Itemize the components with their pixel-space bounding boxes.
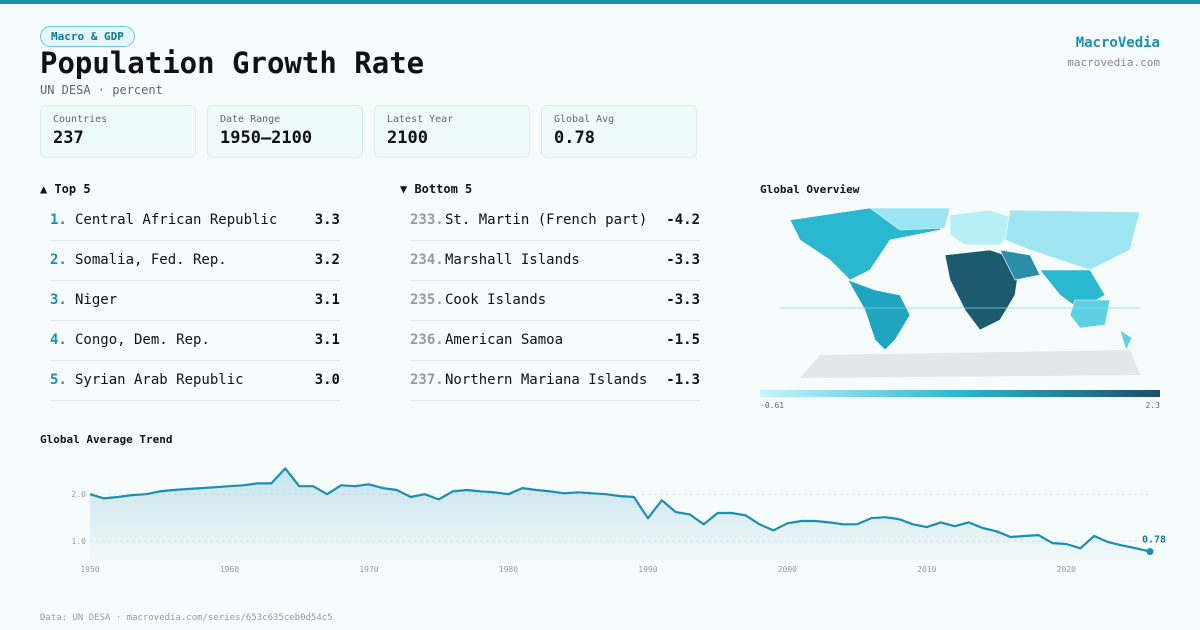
stat-card: Countries 237	[40, 105, 196, 158]
stat-label: Date Range	[220, 114, 281, 125]
list-row: 1. Central African Republic 3.3	[50, 200, 340, 241]
name: Cook Islands	[445, 292, 547, 308]
value: -3.3	[666, 292, 700, 308]
list-row: 237. Northern Mariana Islands -1.3	[410, 360, 700, 401]
top-bar	[0, 0, 1200, 4]
rank: 4.	[50, 332, 67, 348]
name: Syrian Arab Republic	[75, 372, 244, 388]
area	[90, 468, 1150, 560]
rank: 3.	[50, 292, 67, 308]
stat-value: 0.78	[554, 128, 595, 148]
value: 3.2	[314, 252, 340, 268]
list-row: 233. St. Martin (French part) -4.2	[410, 200, 700, 241]
value: -4.2	[666, 212, 700, 228]
list-row: 2. Somalia, Fed. Rep. 3.2	[50, 240, 340, 281]
end-point	[1146, 548, 1154, 556]
chart-title: Global Average Trend	[40, 433, 173, 446]
title: Population Growth Rate	[40, 46, 425, 80]
stat-card: Global Avg 0.78	[541, 105, 697, 158]
stat-value: 237	[53, 128, 84, 148]
map-title: Global Overview	[760, 183, 860, 196]
x-tick-label: 2010	[917, 565, 936, 574]
value: -3.3	[666, 252, 700, 268]
name: Central African Republic	[75, 212, 278, 228]
value: -1.5	[666, 332, 700, 348]
x-tick-label: 1980	[499, 565, 518, 574]
value: -1.3	[666, 372, 700, 388]
name: American Samoa	[445, 332, 564, 348]
rank: 234.	[410, 252, 444, 268]
stat-label: Global Avg	[554, 114, 615, 125]
badge[interactable]: Macro & GDP	[40, 26, 135, 47]
footer: Data: UN DESA · macrovedia.com/series/65…	[40, 613, 333, 623]
continents	[789, 207, 1141, 378]
stat-value: 2100	[387, 128, 428, 148]
brand[interactable]: MacroVedia	[1075, 35, 1160, 51]
x-tick-label: 2000	[778, 565, 797, 574]
rank: 237.	[410, 372, 444, 388]
end-label: 0.78	[1142, 535, 1166, 546]
rank: 1.	[50, 212, 67, 228]
list-row: 234. Marshall Islands -3.3	[410, 240, 700, 281]
x-tick-label: 1990	[638, 565, 657, 574]
list-row: 235. Cook Islands -3.3	[410, 280, 700, 321]
scale-max: 2.3	[1146, 401, 1160, 410]
trend-chart: 1.0 2.0 1950 1960 1970 1980 1990 2000 2010 2020 0.…	[72, 467, 1166, 574]
name: Congo, Dem. Rep.	[75, 332, 210, 348]
x-tick-label: 2020	[1057, 565, 1076, 574]
bottom-title: ▼ Bottom 5	[400, 182, 473, 196]
y-tick-label: 2.0	[72, 490, 87, 499]
name: Northern Mariana Islands	[445, 372, 648, 388]
stat-card: Latest Year 2100	[374, 105, 530, 158]
list-row: 236. American Samoa -1.5	[410, 320, 700, 361]
name: St. Martin (French part)	[445, 212, 648, 228]
stat-label: Latest Year	[387, 114, 454, 125]
value: 3.1	[314, 332, 340, 348]
line	[89, 467, 1151, 553]
rank: 235.	[410, 292, 444, 308]
site[interactable]: macrovedia.com	[1067, 56, 1160, 69]
x-tick-label: 1970	[359, 565, 378, 574]
stat-value: 1950–2100	[220, 128, 313, 148]
rank: 5.	[50, 372, 67, 388]
rank: 233.	[410, 212, 444, 228]
map: -0.61 2.3	[760, 207, 1160, 410]
stat-label: Countries	[53, 114, 108, 125]
name: Marshall Islands	[445, 252, 580, 268]
y-tick-label: 1.0	[72, 537, 87, 546]
x-tick-label: 1950	[80, 565, 99, 574]
color-scale	[760, 390, 1160, 397]
stat-card: Date Range 1950–2100	[207, 105, 363, 158]
subtitle: UN DESA · percent	[40, 83, 163, 97]
list-row: 4. Congo, Dem. Rep. 3.1	[50, 320, 340, 361]
x-tick-label: 1960	[220, 565, 239, 574]
name: Somalia, Fed. Rep.	[75, 252, 227, 268]
scale-min: -0.61	[760, 401, 784, 410]
list-row: 3. Niger 3.1	[50, 280, 340, 321]
value: 3.0	[314, 372, 340, 388]
top-title: ▲ Top 5	[40, 182, 91, 196]
name: Niger	[75, 292, 118, 308]
value: 3.1	[314, 292, 340, 308]
rank: 2.	[50, 252, 67, 268]
list-row: 5. Syrian Arab Republic 3.0	[50, 360, 340, 401]
value: 3.3	[314, 212, 340, 228]
rank: 236.	[410, 332, 444, 348]
